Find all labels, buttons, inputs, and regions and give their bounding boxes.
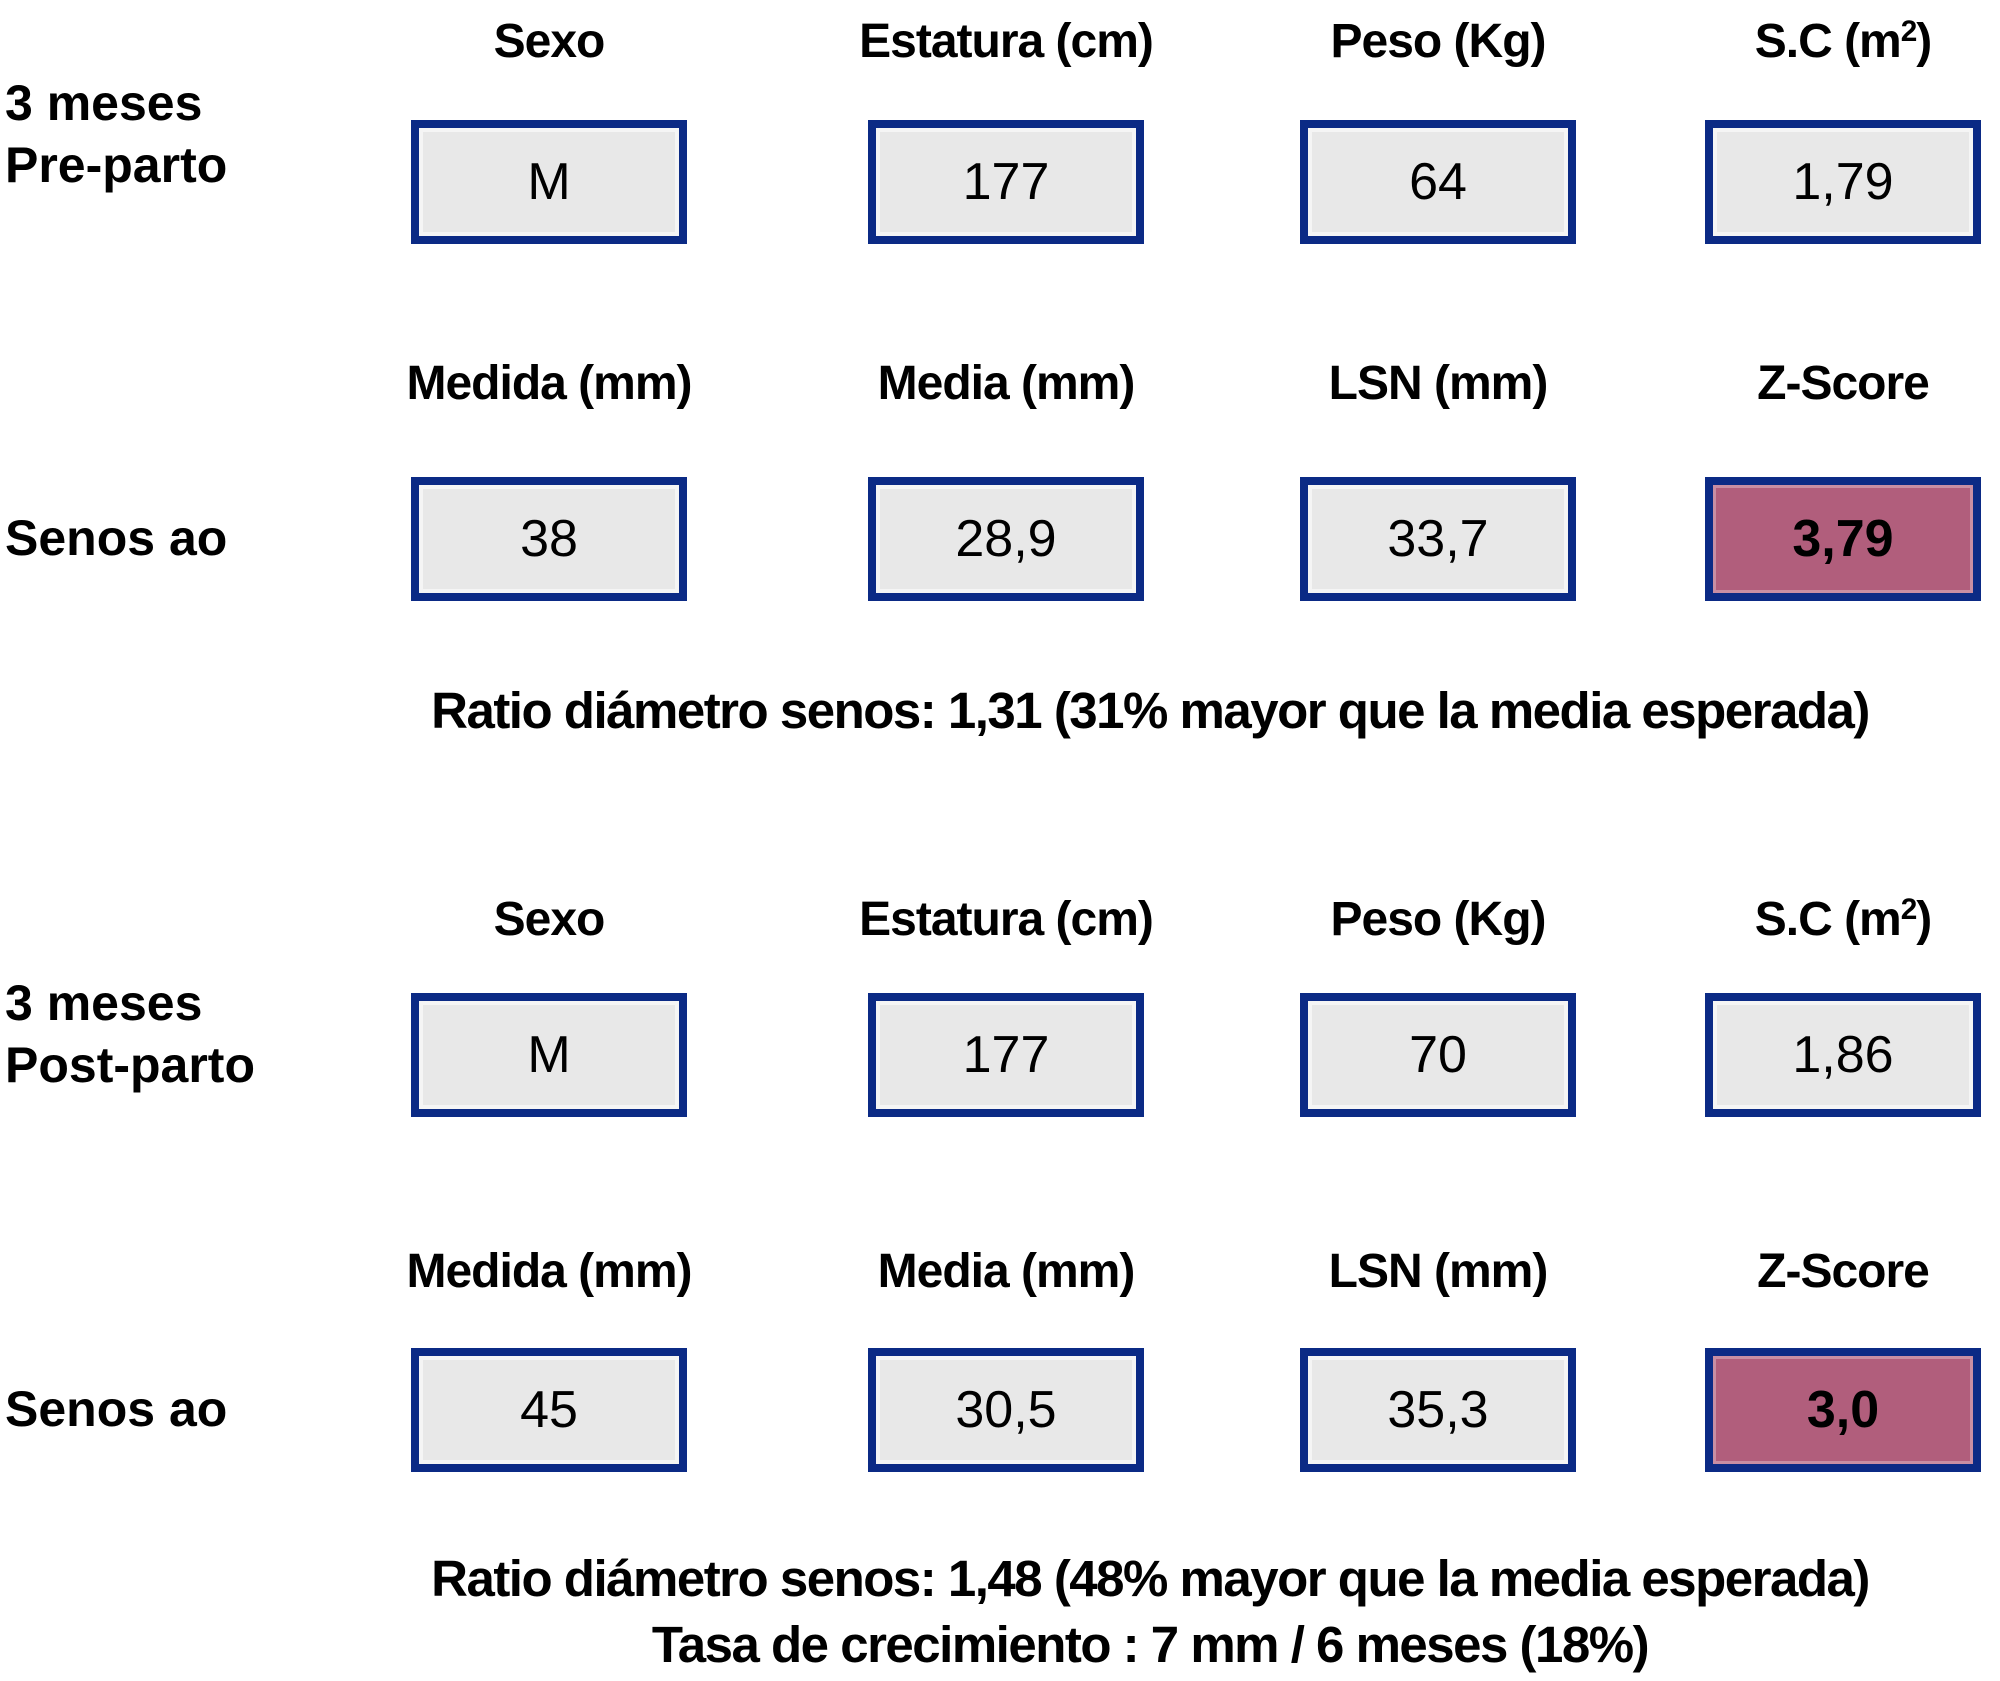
sc-field: 1,86 [1705, 993, 1981, 1117]
row-label-senos: Senos ao [5, 1381, 228, 1437]
column-header-lsn: LSN (mm) [1328, 1245, 1549, 1298]
lsn-field: 35,3 [1300, 1348, 1576, 1472]
growth-rate-note: Tasa de crecimiento : 7 mm / 6 meses (18… [651, 1616, 1650, 1673]
sexo-field[interactable]: M [411, 993, 687, 1117]
media-field: 30,5 [868, 1348, 1144, 1472]
period-line-2: Pre-parto [5, 137, 228, 193]
period-label-post-parto: 3 meses Post-parto [5, 972, 255, 1096]
column-header-sexo: Sexo [493, 15, 606, 68]
column-header-media: Media (mm) [877, 1245, 1136, 1298]
column-header-zscore: Z-Score [1757, 1245, 1930, 1298]
ratio-note: Ratio diámetro senos: 1,48 (48% mayor qu… [431, 1550, 1870, 1607]
column-header-sexo: Sexo [493, 893, 606, 946]
sc-header-superscript: 2 [1900, 892, 1918, 926]
sc-header-close-paren: ) [1916, 893, 1932, 946]
column-header-medida: Medida (mm) [406, 1245, 692, 1298]
period-line-2: Post-parto [5, 1037, 255, 1093]
zscore-result-field: 3,0 [1705, 1348, 1981, 1472]
estatura-field[interactable]: 177 [868, 120, 1144, 244]
zscore-result-field: 3,79 [1705, 477, 1981, 601]
column-header-sc: S.C (m2) [1643, 892, 2000, 954]
period-line-1: 3 meses [5, 75, 203, 131]
medida-field[interactable]: 38 [411, 477, 687, 601]
period-label-pre-parto: 3 meses Pre-parto [5, 72, 227, 196]
peso-field[interactable]: 70 [1300, 993, 1576, 1117]
column-header-media: Media (mm) [877, 357, 1136, 410]
peso-field[interactable]: 64 [1300, 120, 1576, 244]
sexo-field[interactable]: M [411, 120, 687, 244]
period-line-1: 3 meses [5, 975, 203, 1031]
column-header-zscore: Z-Score [1757, 357, 1930, 410]
column-header-estatura: Estatura (cm) [859, 893, 1154, 946]
column-header-lsn: LSN (mm) [1328, 357, 1549, 410]
sc-header-text: S.C (m [1754, 893, 1902, 946]
column-header-medida: Medida (mm) [406, 357, 692, 410]
estatura-field[interactable]: 177 [868, 993, 1144, 1117]
column-header-peso: Peso (Kg) [1330, 15, 1546, 68]
lsn-field: 33,7 [1300, 477, 1576, 601]
sc-header-close-paren: ) [1916, 15, 1932, 68]
column-header-estatura: Estatura (cm) [859, 15, 1154, 68]
column-header-sc: S.C (m2) [1643, 14, 2000, 76]
ratio-note: Ratio diámetro senos: 1,31 (31% mayor qu… [431, 682, 1870, 739]
medida-field[interactable]: 45 [411, 1348, 687, 1472]
sc-field: 1,79 [1705, 120, 1981, 244]
media-field: 28,9 [868, 477, 1144, 601]
column-header-peso: Peso (Kg) [1330, 893, 1546, 946]
row-label-senos: Senos ao [5, 510, 228, 566]
sc-header-superscript: 2 [1900, 14, 1918, 48]
sc-header-text: S.C (m [1754, 15, 1902, 68]
